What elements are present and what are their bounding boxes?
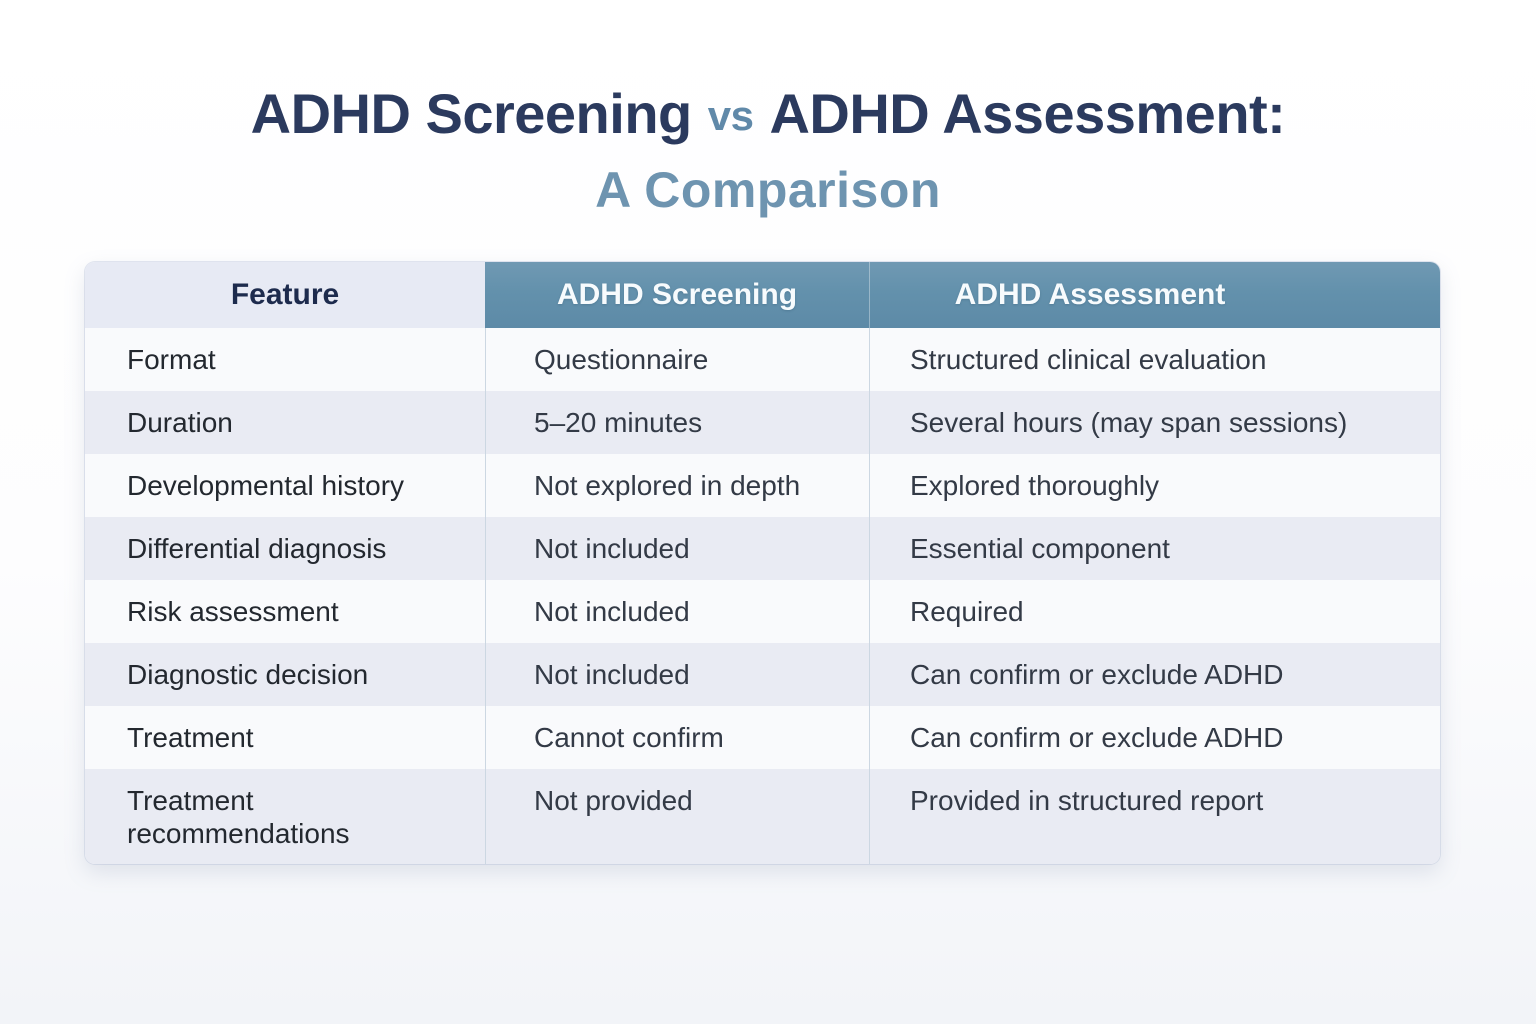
feature-cell: Duration xyxy=(127,407,233,438)
table-row: Duration 5–20 minutes Several hours (may s… xyxy=(85,391,1440,454)
comparison-table: Feature ADHD Screening ADHD Assessment F… xyxy=(85,262,1440,865)
assessment-cell: Structured clinical evaluation xyxy=(869,328,1440,391)
assessment-cell: Can confirm or exclude ADHD xyxy=(869,706,1440,769)
title-assessment-text: ADHD Assessment: xyxy=(769,82,1286,145)
assessment-cell: Provided in structured report xyxy=(869,769,1440,865)
feature-cell: Format xyxy=(127,344,216,375)
assessment-cell: Required xyxy=(869,580,1440,643)
screening-cell: Not included xyxy=(485,517,869,580)
feature-cell: Treatment xyxy=(127,722,254,753)
table-row: Treatment recommendations Not provided Pro… xyxy=(85,769,1440,865)
screening-cell: Not explored in depth xyxy=(485,454,869,517)
screening-cell: Questionnaire xyxy=(485,328,869,391)
table-header-row: Feature ADHD Screening ADHD Assessment xyxy=(85,262,1440,328)
table-body: Format Questionnaire Structured clinical e… xyxy=(85,328,1440,865)
assessment-cell: Explored thoroughly xyxy=(869,454,1440,517)
column-header-feature: Feature xyxy=(85,262,485,328)
table-row: Treatment Cannot confirm Can confirm or ex… xyxy=(85,706,1440,769)
table-row: Diagnostic decision Not included Can confi… xyxy=(85,643,1440,706)
page-title: ADHD Screening vs ADHD Assessment: xyxy=(0,86,1536,142)
assessment-cell: Several hours (may span sessions) xyxy=(869,391,1440,454)
screening-cell: Cannot confirm xyxy=(485,706,869,769)
assessment-cell: Essential component xyxy=(869,517,1440,580)
table-row: Format Questionnaire Structured clinical e… xyxy=(85,328,1440,391)
table-row: Developmental history Not explored in dep… xyxy=(85,454,1440,517)
page-subtitle: A Comparison xyxy=(595,162,941,218)
table-row: Differential diagnosis Not included Essent… xyxy=(85,517,1440,580)
feature-cell: Risk assessment xyxy=(127,596,339,627)
screening-cell: Not included xyxy=(485,643,869,706)
column-header-adhd-screening: ADHD Screening xyxy=(485,262,869,328)
feature-cell: Developmental history xyxy=(127,470,405,501)
feature-cell: Differential diagnosis xyxy=(127,533,387,564)
screening-cell: Not provided xyxy=(485,769,869,865)
screening-cell: Not included xyxy=(485,580,869,643)
column-header-adhd-assessment: ADHD Assessment xyxy=(869,262,1440,328)
title-screening-text: ADHD Screening xyxy=(250,82,693,145)
feature-cell: Diagnostic decision xyxy=(127,659,369,690)
screening-cell: 5–20 minutes xyxy=(485,391,869,454)
assessment-cell: Can confirm or exclude ADHD xyxy=(869,643,1440,706)
table-row: Risk assessment Not included Required xyxy=(85,580,1440,643)
title-vs-text: vs xyxy=(707,92,754,139)
feature-cell: Treatment recommendations xyxy=(127,785,350,850)
